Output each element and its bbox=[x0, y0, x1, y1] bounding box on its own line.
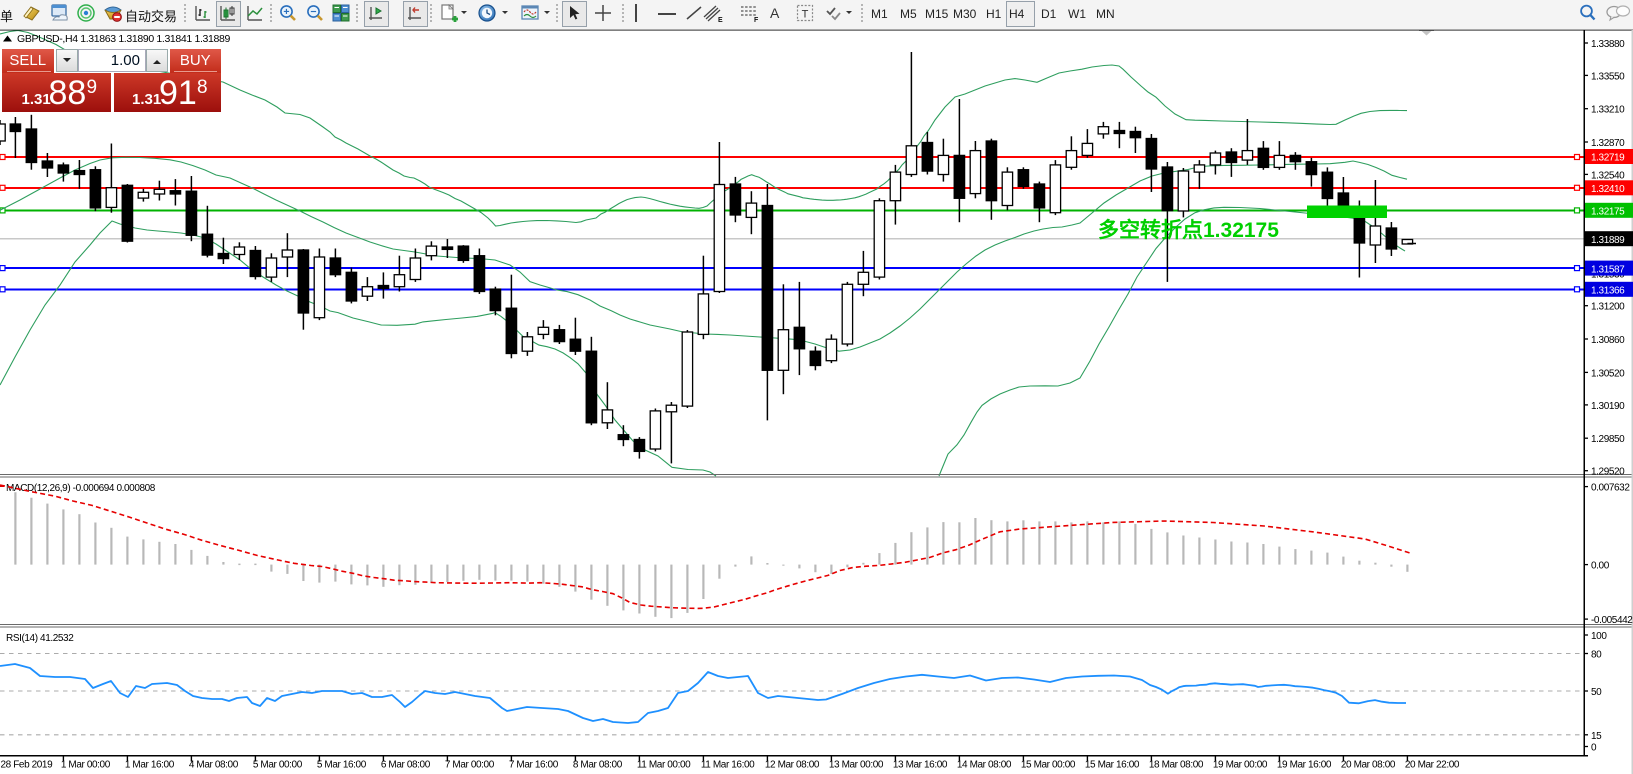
svg-text:11 Mar 00:00: 11 Mar 00:00 bbox=[637, 760, 691, 771]
svg-text:20 Mar 08:00: 20 Mar 08:00 bbox=[1341, 760, 1396, 771]
svg-text:7 Mar 00:00: 7 Mar 00:00 bbox=[445, 760, 495, 771]
svg-text:0.00: 0.00 bbox=[1591, 561, 1610, 572]
svg-text:1.29850: 1.29850 bbox=[1591, 434, 1625, 445]
svg-text:1.33880: 1.33880 bbox=[1591, 39, 1625, 50]
svg-text:1.31889: 1.31889 bbox=[1591, 235, 1625, 246]
svg-text:50: 50 bbox=[1591, 687, 1602, 698]
svg-text:18 Mar 08:00: 18 Mar 08:00 bbox=[1149, 760, 1204, 771]
svg-text:19 Mar 16:00: 19 Mar 16:00 bbox=[1277, 760, 1332, 771]
svg-text:13 Mar 00:00: 13 Mar 00:00 bbox=[829, 760, 884, 771]
svg-text:-0.005442: -0.005442 bbox=[1591, 615, 1633, 626]
svg-text:1.32410: 1.32410 bbox=[1591, 184, 1625, 195]
svg-text:MACD(12,26,9) -0.000694 0.0008: MACD(12,26,9) -0.000694 0.000808 bbox=[6, 483, 156, 494]
svg-text:13 Mar 16:00: 13 Mar 16:00 bbox=[893, 760, 948, 771]
svg-text:多空转折点1.32175: 多空转折点1.32175 bbox=[1098, 218, 1279, 242]
svg-text:+: + bbox=[283, 6, 289, 18]
svg-text:7 Mar 16:00: 7 Mar 16:00 bbox=[509, 760, 559, 771]
svg-text:RSI(14) 41.2532: RSI(14) 41.2532 bbox=[6, 633, 74, 644]
svg-text:1.32870: 1.32870 bbox=[1591, 138, 1625, 149]
svg-text:100: 100 bbox=[1591, 631, 1607, 642]
svg-text:15: 15 bbox=[1591, 731, 1602, 742]
svg-text:1.32719: 1.32719 bbox=[1591, 153, 1625, 164]
svg-text:5 Mar 16:00: 5 Mar 16:00 bbox=[317, 760, 367, 771]
svg-text:1.32540: 1.32540 bbox=[1591, 170, 1625, 181]
svg-text:1.31587: 1.31587 bbox=[1591, 264, 1625, 275]
svg-text:20 Mar 22:00: 20 Mar 22:00 bbox=[1405, 760, 1460, 771]
svg-text:0.007632: 0.007632 bbox=[1591, 483, 1630, 494]
svg-text:4 Mar 08:00: 4 Mar 08:00 bbox=[189, 760, 239, 771]
svg-text:15 Mar 16:00: 15 Mar 16:00 bbox=[1085, 760, 1140, 771]
svg-text:14 Mar 08:00: 14 Mar 08:00 bbox=[957, 760, 1012, 771]
svg-text:11 Mar 16:00: 11 Mar 16:00 bbox=[701, 760, 755, 771]
svg-text:1.31200: 1.31200 bbox=[1591, 302, 1625, 313]
svg-text:1.31366: 1.31366 bbox=[1591, 286, 1625, 297]
svg-text:15 Mar 00:00: 15 Mar 00:00 bbox=[1021, 760, 1076, 771]
svg-text:GBPUSD-,H4 1.31863 1.31890 1.: GBPUSD-,H4 1.31863 1.31890 1.31841 1.318… bbox=[17, 33, 230, 45]
svg-text:80: 80 bbox=[1591, 650, 1602, 661]
svg-text:12 Mar 08:00: 12 Mar 08:00 bbox=[765, 760, 820, 771]
svg-text:1 Mar 00:00: 1 Mar 00:00 bbox=[61, 760, 111, 771]
svg-text:1.30520: 1.30520 bbox=[1591, 368, 1625, 379]
svg-text:1.33210: 1.33210 bbox=[1591, 105, 1625, 116]
svg-text:T: T bbox=[802, 9, 809, 21]
svg-text:1 Mar 16:00: 1 Mar 16:00 bbox=[125, 760, 175, 771]
svg-text:5 Mar 00:00: 5 Mar 00:00 bbox=[253, 760, 303, 771]
svg-text:E: E bbox=[718, 17, 723, 23]
svg-text:6 Mar 08:00: 6 Mar 08:00 bbox=[381, 760, 431, 771]
svg-text:0: 0 bbox=[1591, 743, 1597, 754]
svg-text:1.30860: 1.30860 bbox=[1591, 335, 1625, 346]
svg-text:28 Feb 2019: 28 Feb 2019 bbox=[1, 760, 54, 771]
svg-text:19 Mar 00:00: 19 Mar 00:00 bbox=[1213, 760, 1268, 771]
svg-text:1.33550: 1.33550 bbox=[1591, 71, 1625, 82]
svg-text:−: − bbox=[310, 6, 316, 18]
svg-text:1.29520: 1.29520 bbox=[1591, 467, 1625, 478]
svg-text:8 Mar 08:00: 8 Mar 08:00 bbox=[573, 760, 623, 771]
svg-text:1.30190: 1.30190 bbox=[1591, 401, 1625, 412]
svg-text:1.32175: 1.32175 bbox=[1591, 207, 1625, 218]
svg-text:F: F bbox=[754, 17, 759, 23]
